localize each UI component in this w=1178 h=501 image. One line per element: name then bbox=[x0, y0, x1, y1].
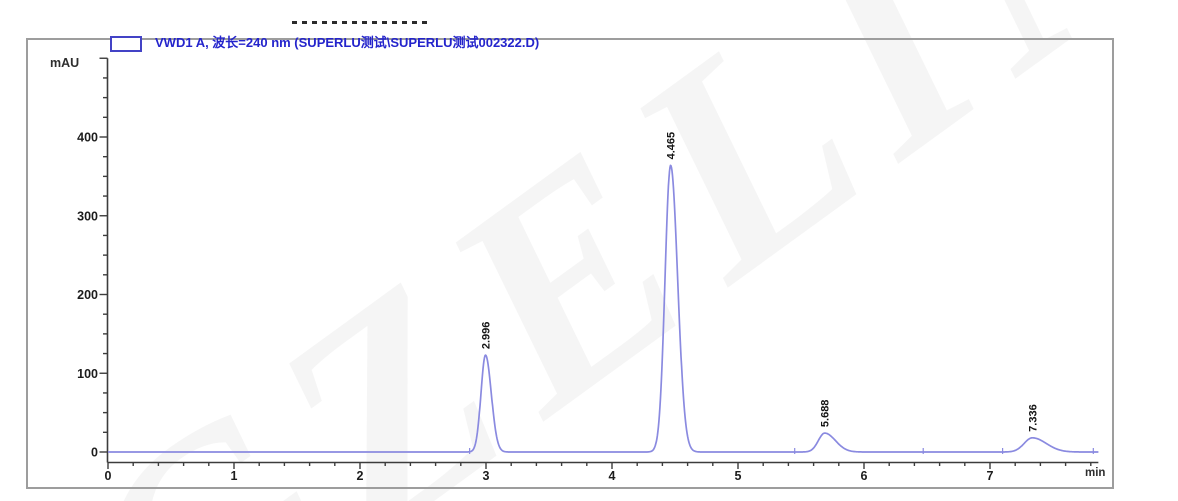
svg-text:5.688: 5.688 bbox=[820, 400, 832, 428]
x-axis-unit-label: min bbox=[1085, 467, 1106, 479]
legend: VWD1 A, 波长=240 nm (SUPERLU测试\SUPERLU测试00… bbox=[110, 35, 539, 52]
svg-text:4.465: 4.465 bbox=[666, 132, 678, 160]
svg-text:100: 100 bbox=[77, 367, 98, 381]
svg-text:7.336: 7.336 bbox=[1027, 404, 1039, 432]
legend-label: VWD1 A, 波长=240 nm (SUPERLU测试\SUPERLU测试00… bbox=[155, 35, 540, 50]
svg-text:6: 6 bbox=[861, 469, 868, 483]
svg-text:4: 4 bbox=[609, 469, 616, 483]
plot-frame bbox=[26, 38, 1114, 489]
svg-text:3: 3 bbox=[483, 469, 490, 483]
svg-text:0: 0 bbox=[105, 469, 112, 483]
svg-text:300: 300 bbox=[77, 209, 98, 223]
svg-text:0: 0 bbox=[91, 446, 98, 460]
svg-text:2.996: 2.996 bbox=[480, 322, 492, 350]
y-axis-unit-label: mAU bbox=[50, 56, 80, 70]
svg-text:7: 7 bbox=[987, 469, 994, 483]
legend-color-swatch bbox=[110, 36, 142, 52]
svg-text:2: 2 bbox=[357, 469, 364, 483]
svg-text:400: 400 bbox=[77, 131, 98, 145]
clipped-header-text bbox=[292, 21, 428, 24]
svg-text:5: 5 bbox=[735, 469, 742, 483]
svg-text:200: 200 bbox=[77, 288, 98, 302]
svg-text:1: 1 bbox=[231, 469, 238, 483]
